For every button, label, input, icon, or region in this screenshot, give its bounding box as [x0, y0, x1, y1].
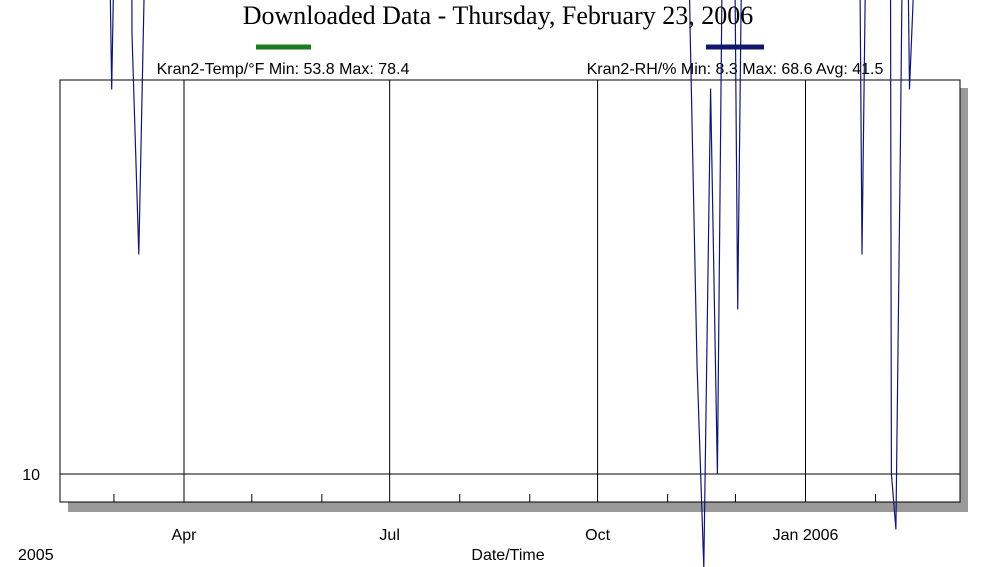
y-axis-labels: 1020304050607080 — [22, 467, 40, 484]
x-tick-label: Oct — [585, 527, 610, 544]
y-tick-label: 10 — [22, 467, 40, 484]
legend-temp-text: Kran2-Temp/°F Min: 53.8 Max: 78.4 — [157, 61, 410, 78]
x-tick-label: Jul — [379, 527, 399, 544]
year-label: 2005 — [18, 547, 54, 564]
plot-area — [59, 79, 961, 503]
x-tick-label: Jan 2006 — [773, 527, 839, 544]
x-tick-label: Apr — [172, 527, 198, 544]
x-gridlines — [183, 80, 806, 502]
x-axis-labels: Apr Jul Oct Jan 2006 — [172, 527, 839, 544]
chart-title: Downloaded Data - Thursday, February 23,… — [243, 1, 754, 30]
y-gridlines — [60, 473, 960, 475]
legend-rh-text: Kran2-RH/% Min: 8.3 Max: 68.6 Avg: 41.5 — [587, 61, 884, 78]
x-minor-ticks — [113, 494, 877, 502]
x-axis-title: Date/Time — [471, 547, 544, 564]
